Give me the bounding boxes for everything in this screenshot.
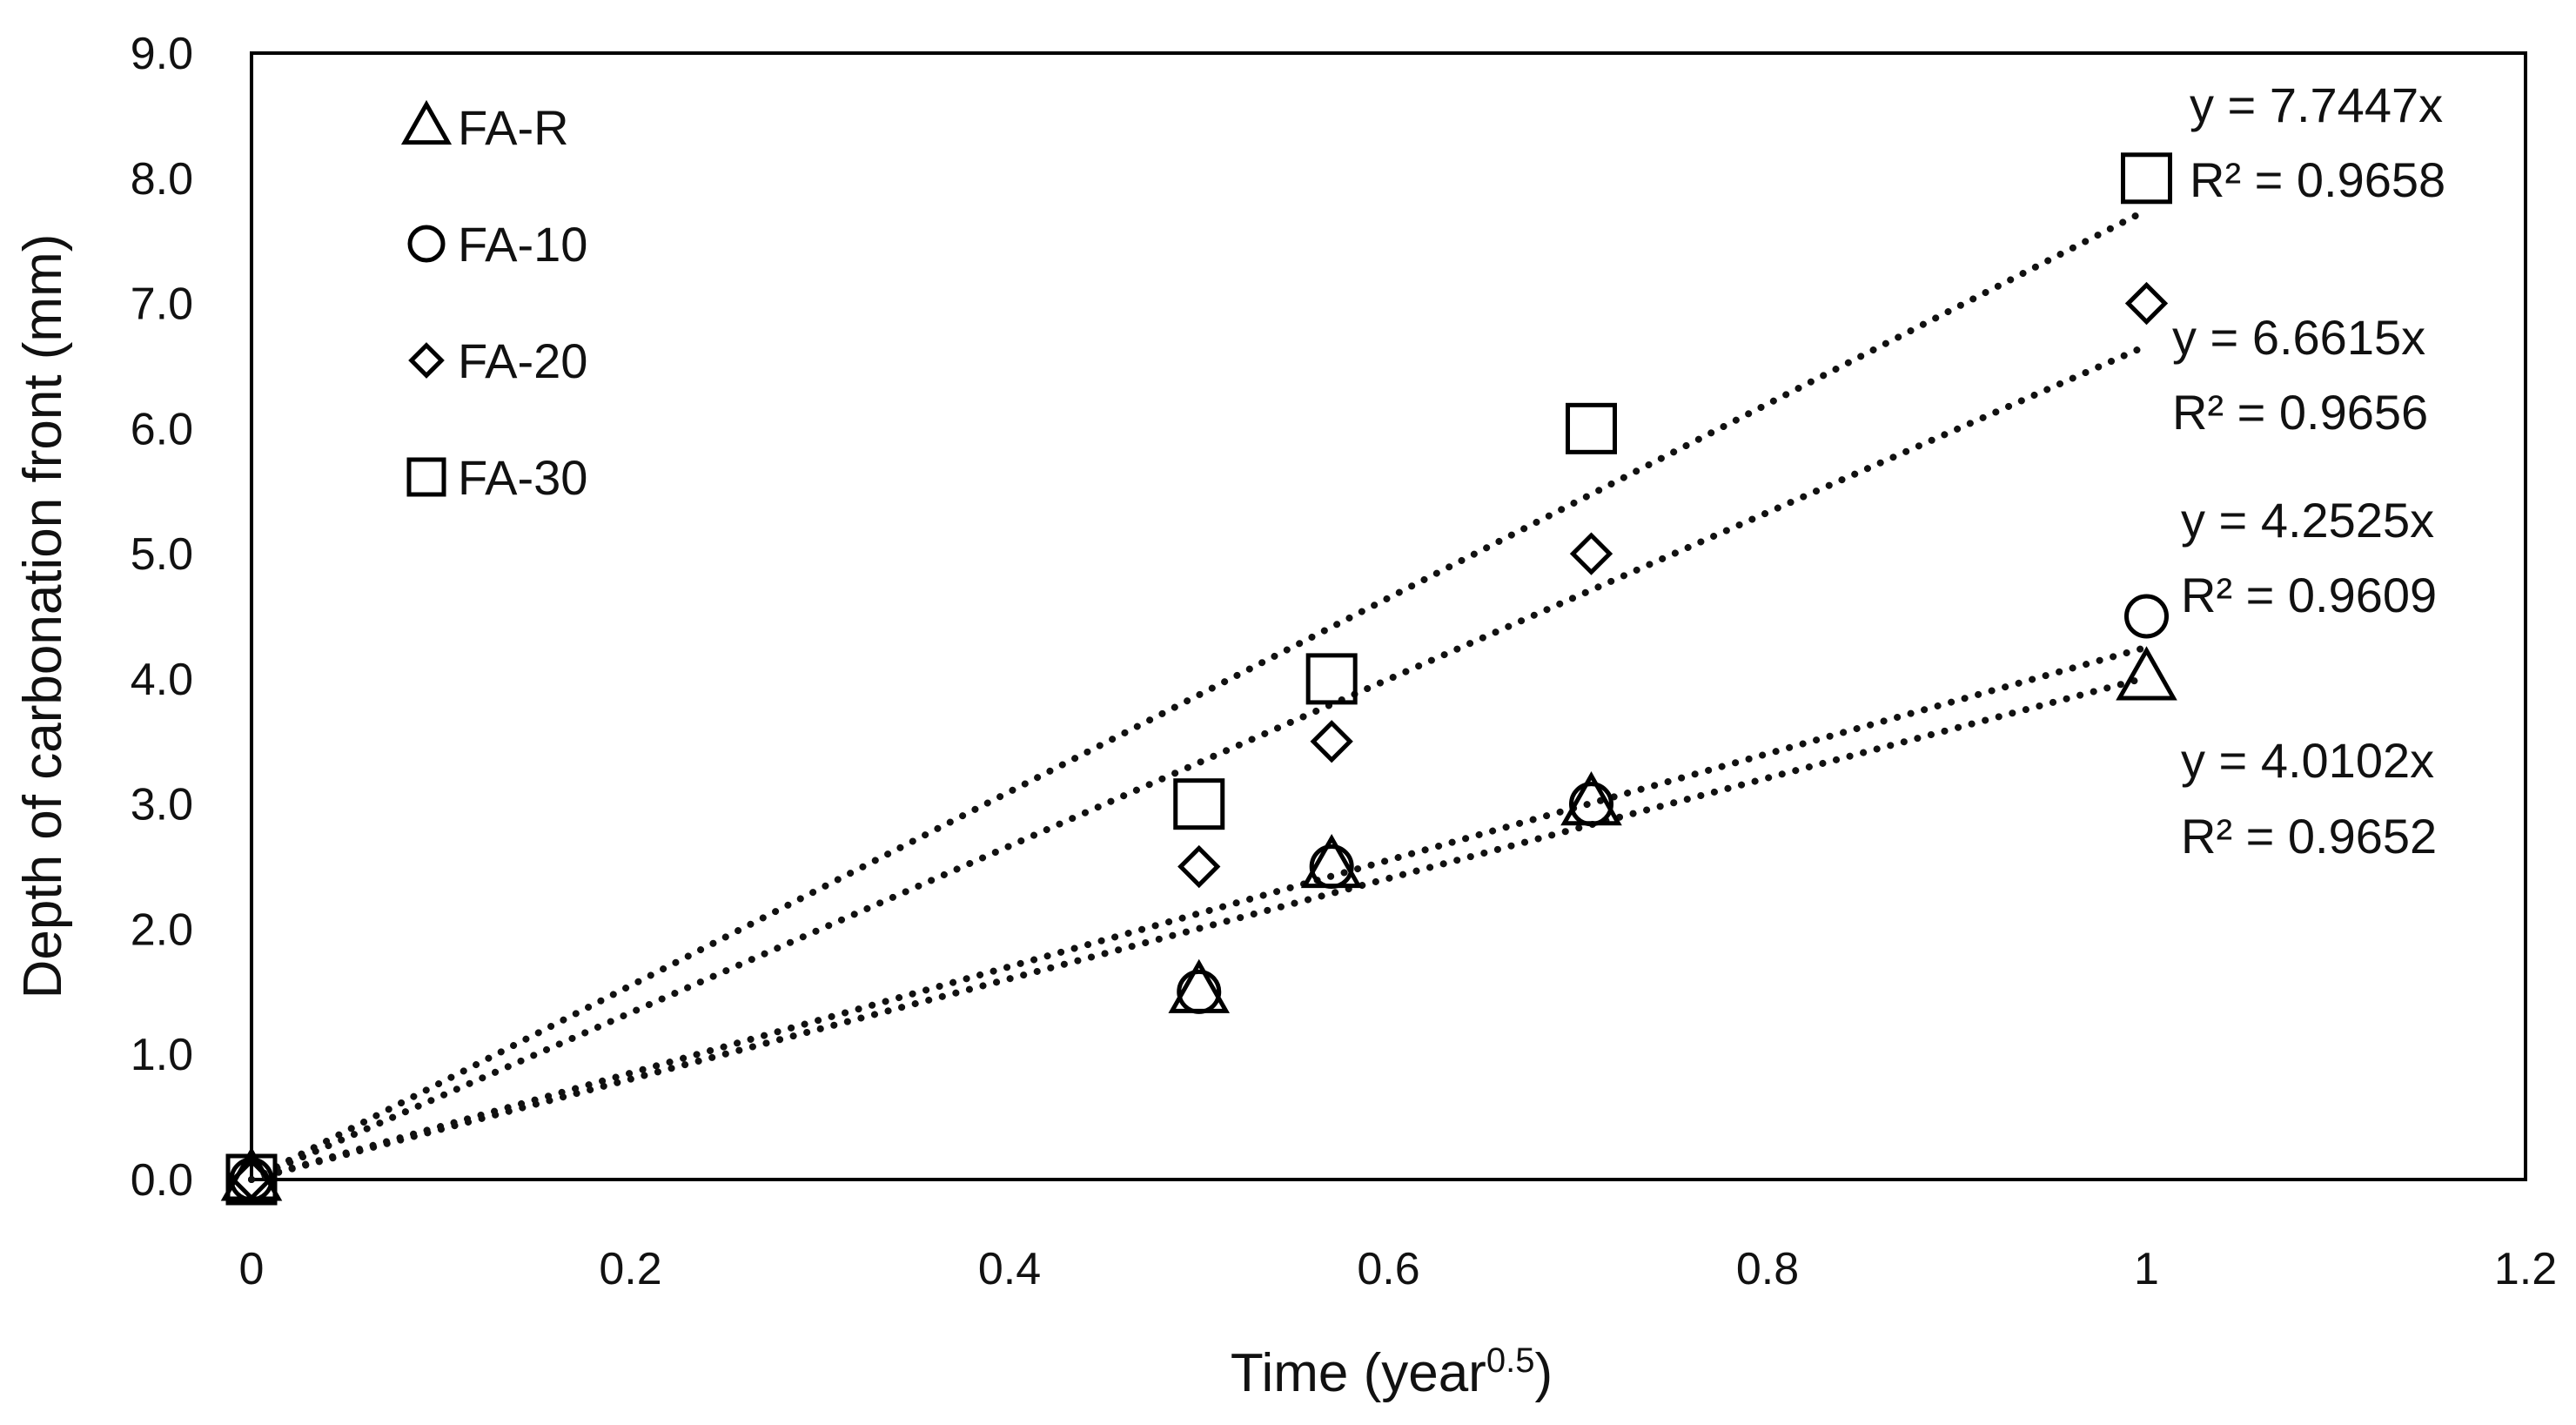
trendline-fa-10	[248, 643, 2150, 1183]
y-tick-label: 8.0	[131, 154, 193, 205]
y-tick-label: 4.0	[131, 655, 193, 705]
plot-area-frame	[250, 51, 2527, 1181]
legend-label-fa-10: FA-10	[458, 217, 587, 272]
legend-label-fa-r: FA-R	[458, 100, 569, 155]
data-point-fa-30	[1565, 402, 1617, 454]
y-tick-label: 5.0	[131, 529, 193, 580]
x-tick-label: 0.8	[1736, 1244, 1799, 1294]
legend-label-fa-20: FA-20	[458, 333, 587, 388]
y-axis-title: Depth of carbonation front (mm)	[13, 234, 73, 999]
equation-fa-20: y = 6.6615x	[2172, 310, 2425, 365]
x-axis-title: Time (year0.5)	[1231, 1341, 1553, 1403]
equation-fa-r: y = 4.0102x	[2181, 733, 2434, 788]
y-axis-tick-labels: 0.0 1.0 2.0 3.0 4.0 5.0 6.0 7.0 8.0 9.0	[131, 29, 193, 1206]
trendline-fa-30	[248, 206, 2150, 1183]
r-squared-fa-r: R² = 0.9652	[2181, 809, 2437, 864]
x-tick-label: 0	[239, 1244, 265, 1294]
data-point-fa-20	[2124, 281, 2169, 326]
data-point-fa-10	[1568, 782, 1613, 827]
data-point-fa-30	[1305, 653, 1358, 705]
x-axis-title-superscript: 0.5	[1486, 1341, 1535, 1380]
trendline-fa-20	[248, 342, 2150, 1183]
data-point-fa-10	[1309, 844, 1354, 890]
x-tick-label: 1	[2134, 1244, 2159, 1294]
r-squared-fa-10: R² = 0.9609	[2181, 568, 2437, 622]
y-tick-label: 1.0	[131, 1030, 193, 1080]
legend-marker-fa-10	[407, 225, 446, 263]
data-point-fa-20	[1310, 720, 1353, 763]
equation-fa-30: y = 7.7447x	[2190, 77, 2443, 132]
y-tick-label: 6.0	[131, 404, 193, 454]
data-point-fa-20	[230, 1158, 273, 1201]
r-squared-fa-20: R² = 0.9656	[2172, 385, 2428, 440]
x-tick-label: 1.2	[2494, 1244, 2557, 1294]
data-point-fa-10	[1177, 969, 1222, 1014]
legend-marker-fa-30	[406, 457, 446, 497]
x-tick-label: 0.6	[1357, 1244, 1419, 1294]
x-tick-label: 0.2	[599, 1244, 661, 1294]
data-point-fa-10	[2124, 594, 2169, 639]
data-point-fa-30	[225, 1153, 278, 1206]
legend: FA-R FA-10 FA-20 FA-30	[400, 99, 587, 505]
data-point-fa-30	[1173, 778, 1225, 830]
data-point-fa-r	[2116, 646, 2177, 701]
y-tick-label: 2.0	[131, 904, 193, 955]
x-axis-tick-labels: 0 0.2 0.4 0.6 0.8 1 1.2	[239, 1244, 2558, 1294]
data-point-fa-30	[2121, 152, 2172, 205]
legend-marker-fa-20	[408, 342, 445, 379]
legend-marker-fa-r	[400, 99, 453, 145]
trendlines	[248, 206, 2150, 1183]
y-tick-label: 3.0	[131, 780, 193, 830]
trendline-fa-r	[248, 674, 2150, 1183]
y-tick-label: 9.0	[131, 29, 193, 79]
y-tick-label: 7.0	[131, 279, 193, 330]
r-squared-fa-30: R² = 0.9658	[2190, 152, 2445, 207]
data-point-fa-20	[1569, 532, 1613, 575]
data-points	[220, 152, 2177, 1206]
legend-label-fa-30: FA-30	[458, 450, 587, 505]
trendline-equations: y = 4.0102x R² = 0.9652 y = 4.2525x R² = 0.…	[2172, 77, 2445, 864]
x-axis-title-main: Time (year	[1231, 1343, 1486, 1403]
y-tick-label: 0.0	[131, 1155, 193, 1206]
equation-fa-10: y = 4.2525x	[2181, 493, 2434, 548]
x-axis-title-suffix: )	[1534, 1343, 1553, 1403]
data-point-fa-20	[1177, 844, 1221, 889]
x-tick-label: 0.4	[978, 1244, 1041, 1294]
